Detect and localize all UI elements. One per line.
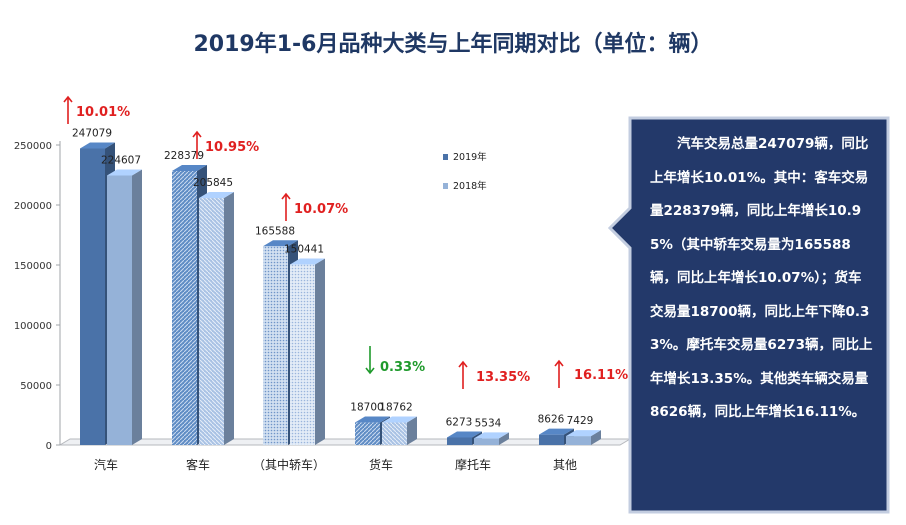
value-label-2018: 150441 — [284, 243, 324, 255]
category-label: 其他 — [553, 458, 577, 472]
legend-swatch — [443, 183, 448, 189]
up-arrow-icon — [281, 192, 291, 221]
change-label: 16.11% — [574, 368, 628, 383]
value-label-2019: 18700 — [350, 402, 383, 414]
value-label-2018: 7429 — [567, 415, 594, 427]
y-tick-label: 150000 — [14, 261, 52, 272]
change-label: 10.95% — [205, 140, 259, 155]
category-label: 摩托车 — [455, 457, 491, 472]
value-label-2019: 8626 — [538, 414, 565, 426]
y-tick-label: 0 — [46, 441, 52, 452]
category-label: （其中轿车） — [253, 457, 325, 472]
value-label-2019: 228379 — [164, 150, 204, 162]
up-arrow-icon — [554, 359, 564, 388]
change-label: 10.07% — [294, 202, 348, 217]
change-label: 0.33% — [380, 360, 425, 375]
category-label: 货车 — [369, 457, 393, 472]
change-label: 10.01% — [76, 105, 130, 120]
change-label: 13.35% — [476, 370, 530, 385]
legend-swatch — [443, 154, 448, 160]
value-label-2018: 224607 — [101, 154, 141, 166]
category-label: 汽车 — [94, 457, 118, 472]
up-arrow-icon — [192, 130, 202, 159]
legend-label: 2019年 — [453, 151, 487, 163]
bar-2018 — [290, 258, 325, 445]
y-tick-label: 50000 — [20, 381, 52, 392]
bar-2018 — [382, 416, 417, 445]
summary-text: 汽车交易总量247079辆，同比上年增长10.01%。其中：客车交易量22837… — [650, 136, 873, 420]
up-arrow-icon — [458, 360, 468, 389]
value-label-2019: 247079 — [72, 128, 112, 140]
value-label-2018: 205845 — [193, 177, 233, 189]
value-label-2018: 5534 — [475, 417, 502, 429]
bar-chart: 0 50000 100000 150000 200000 250000 247079 2246… — [14, 95, 630, 472]
chart-title: 2019年1-6月品种大类与上年同期对比（单位：辆） — [193, 32, 713, 57]
up-arrow-icon — [63, 95, 73, 124]
bar-2018 — [107, 169, 142, 445]
y-tick-label: 200000 — [14, 201, 52, 212]
value-label-2018: 18762 — [379, 401, 412, 413]
bar-2018 — [474, 432, 509, 445]
bar-2018 — [566, 430, 601, 445]
down-arrow-icon — [365, 346, 375, 375]
value-label-2019: 165588 — [255, 225, 295, 237]
category-label: 客车 — [186, 457, 210, 472]
legend-label: 2018年 — [453, 180, 487, 192]
value-label-2019: 6273 — [446, 416, 473, 428]
bar-2018 — [199, 191, 234, 445]
y-tick-label: 100000 — [14, 321, 52, 332]
y-tick-label: 250000 — [14, 141, 52, 152]
